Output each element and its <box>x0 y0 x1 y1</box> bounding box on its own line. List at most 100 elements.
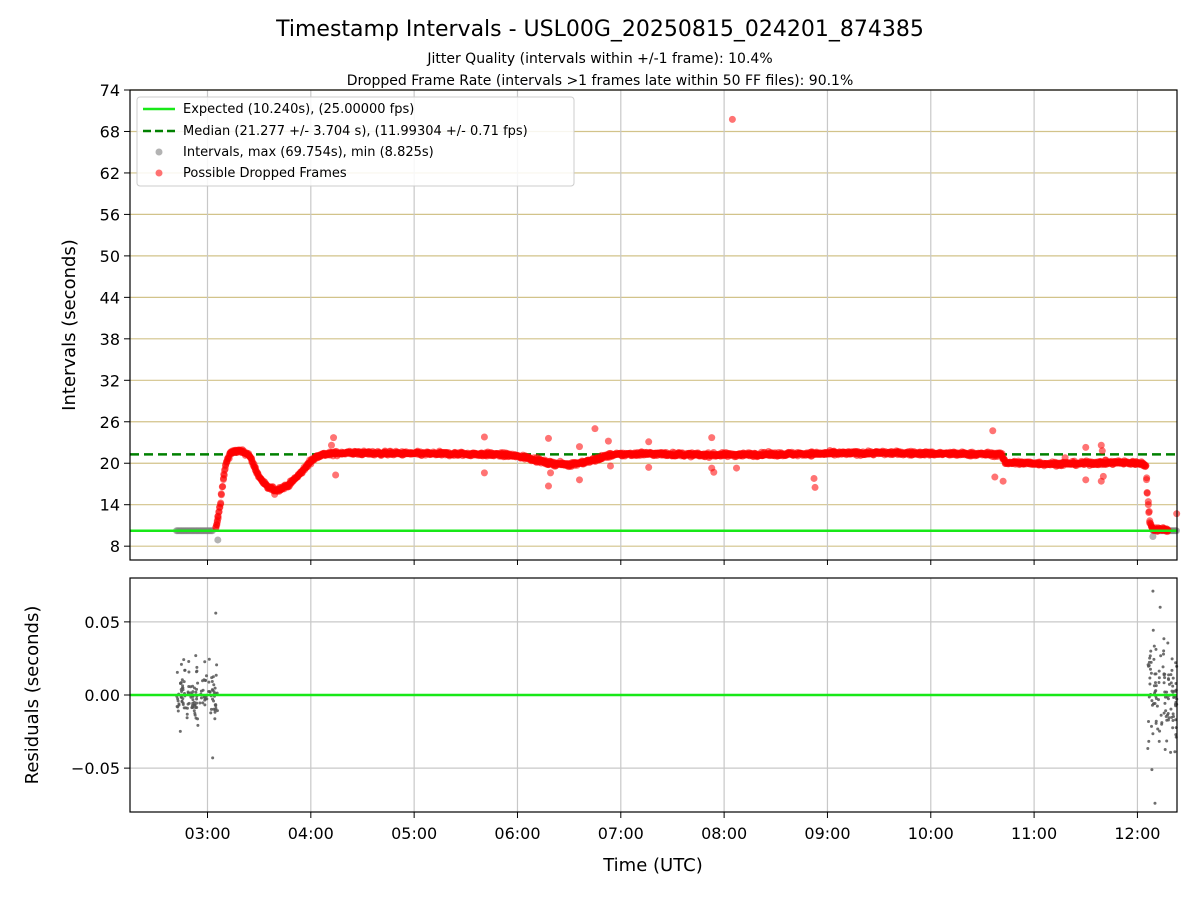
dropped-point <box>604 437 612 445</box>
residual-point <box>1161 652 1165 656</box>
residual-point <box>1163 672 1167 676</box>
residual-point <box>1146 747 1150 751</box>
residuals-frame <box>129 577 1178 813</box>
residual-point <box>181 697 185 701</box>
chart-title: Timestamp Intervals - USL00G_20250815_02… <box>275 17 924 42</box>
residual-point <box>194 690 198 694</box>
residual-point <box>175 670 179 674</box>
residual-point <box>1158 605 1162 609</box>
x-tick-label: 03:00 <box>184 824 230 843</box>
residual-point <box>1166 711 1170 715</box>
residual-point <box>1148 656 1152 660</box>
residual-point <box>212 683 216 687</box>
x-tick-label: 08:00 <box>701 824 747 843</box>
residual-point <box>185 712 189 716</box>
residual-point <box>198 701 202 705</box>
legend-label-dropped: Possible Dropped Frames <box>183 166 347 181</box>
dropped-point <box>1144 498 1152 506</box>
dropped-point <box>1098 447 1106 455</box>
residual-point <box>196 681 200 685</box>
residuals-x-ticks: 03:00 04:00 05:00 06:00 07:00 08:00 09:00 10:00… <box>184 812 1160 843</box>
residual-point <box>182 706 186 710</box>
residual-point <box>1157 676 1161 680</box>
chart-subtitle-dropped: Dropped Frame Rate (intervals >1 frames … <box>347 73 854 89</box>
residual-point <box>1171 712 1175 716</box>
residual-point <box>180 678 184 682</box>
intervals-y-label: Intervals (seconds) <box>59 239 80 411</box>
residual-point <box>213 717 217 721</box>
y-tick-label: 32 <box>100 371 120 390</box>
residual-point <box>1150 703 1154 707</box>
dropped-point <box>1145 508 1153 516</box>
residual-point <box>1160 721 1164 725</box>
residual-point <box>194 706 198 710</box>
x-tick-label: 09:00 <box>804 824 850 843</box>
residual-point <box>176 697 180 701</box>
legend-label-intervals: Intervals, max (69.754s), min (8.825s) <box>183 145 434 160</box>
dropped-point <box>330 434 338 442</box>
residual-point <box>1162 711 1166 715</box>
dropped-point <box>989 427 997 435</box>
residual-point <box>1169 750 1173 754</box>
residual-point <box>1157 669 1161 673</box>
residual-point <box>1169 707 1173 711</box>
dropped-point <box>1143 474 1151 482</box>
residual-point <box>1151 589 1155 593</box>
residuals-panel: −0.050.000.05 03:00 04:00 05:00 06:00 07:00 0… <box>22 577 1179 876</box>
interval-point <box>214 536 222 544</box>
residual-point <box>1166 718 1170 722</box>
residual-point <box>1149 649 1153 653</box>
residual-point <box>1147 739 1151 743</box>
residual-point <box>187 701 191 705</box>
x-tick-label: 05:00 <box>391 824 437 843</box>
residual-point <box>1148 682 1152 686</box>
residual-point <box>201 688 205 692</box>
residual-point <box>1170 715 1174 719</box>
y-tick-label: 0.05 <box>84 613 120 632</box>
residual-point <box>1153 801 1157 805</box>
residual-point <box>1156 727 1160 731</box>
residual-point <box>191 690 195 694</box>
residual-point <box>1165 690 1169 694</box>
residual-point <box>1154 672 1158 676</box>
residual-point <box>1152 644 1156 648</box>
residual-point <box>182 658 186 662</box>
y-tick-label: 20 <box>100 454 120 473</box>
residual-point <box>203 698 207 702</box>
y-tick-label: 68 <box>100 122 120 141</box>
residual-point <box>1159 713 1163 717</box>
residual-point <box>1147 663 1151 667</box>
dropped-point <box>480 433 488 441</box>
residual-point <box>192 700 196 704</box>
residual-point <box>214 704 218 708</box>
residual-point <box>177 702 181 706</box>
residual-point <box>1163 748 1167 752</box>
residual-point <box>196 723 200 727</box>
dropped-point <box>327 441 335 449</box>
residual-point <box>214 673 218 677</box>
y-tick-label: 8 <box>110 537 120 556</box>
residual-point <box>196 717 200 721</box>
residual-point <box>207 657 211 661</box>
residual-point <box>1171 726 1175 730</box>
dropped-point <box>218 483 226 491</box>
residual-point <box>181 686 185 690</box>
residual-point <box>1153 702 1157 706</box>
residual-point <box>1167 673 1171 677</box>
intervals-y-ticks: 8 14 20 26 32 38 44 50 56 62 68 74 <box>100 81 130 556</box>
residual-point <box>194 670 198 674</box>
residual-point <box>1148 667 1152 671</box>
residual-point <box>1148 676 1152 680</box>
residual-point <box>210 688 214 692</box>
dropped-point <box>332 471 340 479</box>
dropped-point <box>1061 454 1069 462</box>
dropped-point <box>217 499 225 507</box>
y-tick-label: −0.05 <box>71 759 120 778</box>
residuals-data <box>130 589 1179 805</box>
residuals-x-label: Time (UTC) <box>602 855 703 876</box>
residual-point <box>201 701 205 705</box>
dropped-point <box>811 483 819 491</box>
legend-label-median: Median (21.277 +/- 3.704 s), (11.99304 +… <box>183 124 528 139</box>
residual-point <box>213 710 217 714</box>
